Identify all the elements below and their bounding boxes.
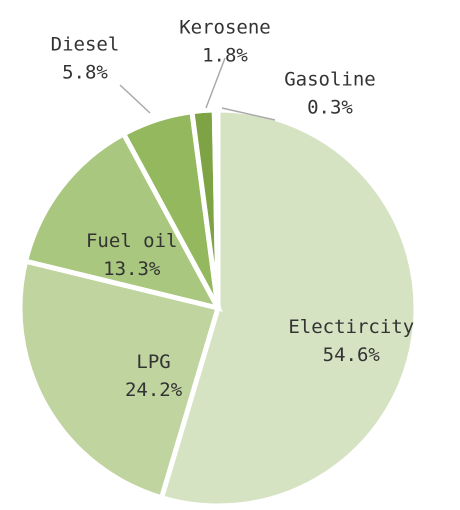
- value-label: 24.2%: [125, 379, 183, 401]
- leader-line: [119, 84, 151, 114]
- category-label: Fuel oil: [86, 230, 178, 252]
- value-label: 13.3%: [103, 258, 161, 280]
- pie-slice: [17, 258, 222, 501]
- value-label: 5.8%: [62, 62, 108, 84]
- value-label: 54.6%: [323, 344, 381, 366]
- pie-slice: [158, 107, 419, 509]
- category-label: Electircity: [288, 316, 414, 338]
- pie-slice: [211, 107, 221, 309]
- leader-line: [221, 107, 276, 121]
- category-label: Gasoline: [284, 69, 376, 91]
- pie-slice: [22, 130, 223, 312]
- category-label: Diesel: [51, 34, 120, 56]
- category-label: Kerosene: [179, 17, 271, 39]
- value-label: 1.8%: [202, 45, 248, 67]
- leader-line: [205, 57, 226, 109]
- value-label: 0.3%: [307, 97, 353, 119]
- category-label: LPG: [136, 351, 170, 373]
